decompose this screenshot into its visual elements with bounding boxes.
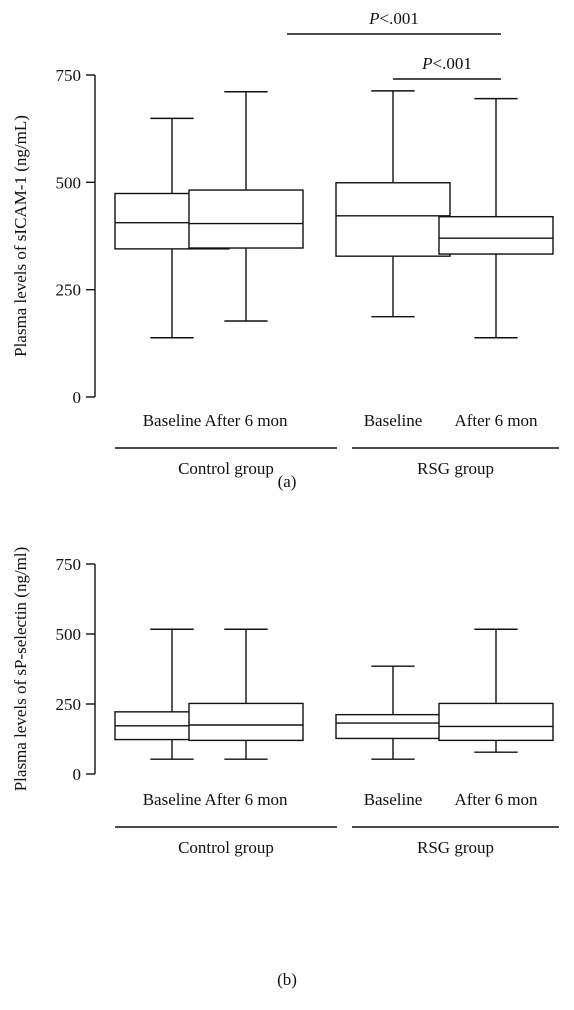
iqr-box: [335, 713, 451, 740]
box-4: [438, 97, 554, 339]
iqr-box: [188, 189, 304, 249]
y-tick-label: 0: [73, 388, 82, 407]
box-2: [188, 628, 304, 760]
x-category-label: Baseline: [364, 790, 423, 809]
x-category-label: After 6 mon: [454, 411, 538, 430]
iqr-box: [438, 215, 554, 255]
panel-label: (a): [278, 472, 297, 491]
x-category-label: After 6 mon: [204, 790, 288, 809]
y-tick-label: 750: [56, 555, 82, 574]
significance-label: P<.001: [421, 54, 472, 73]
box-4: [438, 628, 554, 753]
y-axis-title: Plasma levels of sP-selectin (ng/ml): [11, 547, 30, 792]
x-category-label: After 6 mon: [454, 790, 538, 809]
y-tick-label: 250: [56, 281, 82, 300]
chart-a: 0 250 500 750 Plasma levels of sICAM-1 (ng/m…: [11, 9, 559, 491]
x-category-label: Baseline: [143, 790, 202, 809]
panel-label: (b): [277, 970, 297, 989]
chart-b: 0 250 500 750 Plasma levels of sP-selectin (…: [11, 547, 559, 989]
y-axis-title: Plasma levels of sICAM-1 (ng/mL): [11, 115, 30, 357]
group-label: RSG group: [417, 459, 494, 478]
x-category-label: Baseline: [364, 411, 423, 430]
iqr-box: [188, 702, 304, 742]
y-tick-label: 250: [56, 695, 82, 714]
group-label: Control group: [178, 838, 274, 857]
iqr-box: [438, 702, 554, 742]
group-label: Control group: [178, 459, 274, 478]
y-tick-label: 0: [73, 765, 82, 784]
box-3: [335, 90, 451, 318]
x-category-label: Baseline: [143, 411, 202, 430]
group-label: RSG group: [417, 838, 494, 857]
significance-label: P<.001: [368, 9, 419, 28]
x-category-label: After 6 mon: [204, 411, 288, 430]
y-tick-label: 750: [56, 66, 82, 85]
y-tick-label: 500: [56, 173, 82, 192]
box-2: [188, 91, 304, 322]
y-tick-label: 500: [56, 625, 82, 644]
box-3: [335, 665, 451, 760]
iqr-box: [335, 182, 451, 257]
